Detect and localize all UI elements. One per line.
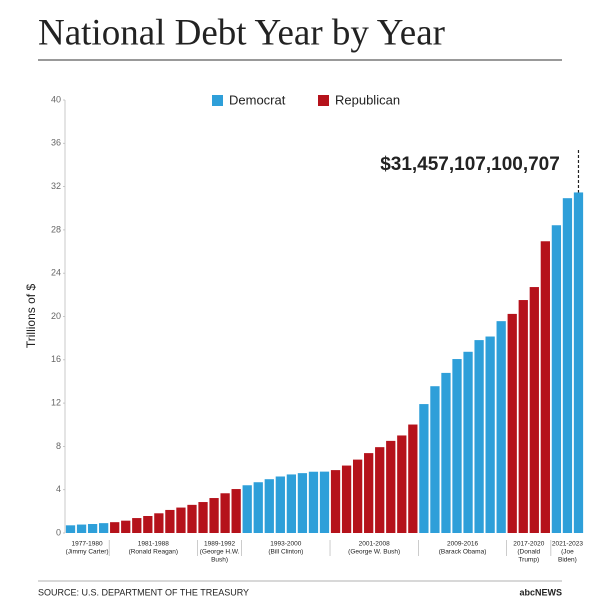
- bar: [518, 300, 528, 533]
- bar: [463, 351, 473, 533]
- group-name: (Donald: [517, 549, 540, 556]
- y-tick-label: 40: [51, 94, 61, 104]
- bar: [441, 372, 451, 533]
- bar: [231, 489, 241, 533]
- group-label: 2009-2016: [447, 541, 478, 548]
- group-label: 2001-2008: [359, 541, 390, 548]
- group-label: 1993-2000: [270, 541, 301, 548]
- bar: [275, 476, 285, 533]
- bar: [375, 447, 385, 533]
- bar: [330, 470, 341, 533]
- bar: [110, 522, 120, 533]
- bar: [308, 471, 319, 533]
- bar: [319, 471, 330, 533]
- bar: [474, 340, 484, 533]
- bar: [87, 524, 98, 533]
- y-tick-label: 12: [51, 397, 61, 407]
- bar: [220, 493, 230, 533]
- bar: [562, 198, 573, 534]
- bar: [397, 435, 407, 533]
- bar: [121, 520, 131, 533]
- group-name: Biden): [558, 557, 577, 564]
- bar: [573, 192, 584, 533]
- logo: abcNEWS: [519, 587, 562, 597]
- bar: [485, 336, 495, 533]
- bar: [364, 453, 374, 533]
- group-label: 2017-2020: [513, 541, 544, 548]
- chart-title: National Debt Year by Year: [38, 12, 445, 53]
- legend-label: Democrat: [229, 92, 286, 107]
- group-label: 1977-1980: [72, 541, 103, 548]
- y-tick-label: 28: [51, 224, 61, 234]
- bar: [540, 241, 550, 534]
- bar: [264, 479, 274, 533]
- bar: [496, 321, 506, 533]
- legend-swatch: [212, 95, 223, 106]
- bar: [297, 473, 308, 533]
- bar: [65, 525, 76, 533]
- bar: [242, 485, 252, 533]
- bar: [529, 287, 539, 533]
- bar: [76, 524, 87, 533]
- bar: [143, 516, 153, 533]
- bar: [386, 440, 396, 533]
- y-tick-label: 24: [51, 268, 61, 278]
- group-name: (Bill Clinton): [268, 549, 303, 556]
- y-tick-label: 0: [56, 527, 61, 537]
- y-axis-label: Trillions of $: [24, 284, 38, 349]
- bar: [286, 474, 297, 533]
- y-tick-label: 36: [51, 138, 61, 148]
- bar: [452, 359, 462, 533]
- group-name: (Ronald Reagan): [129, 549, 179, 556]
- group-label: 2021-2023: [552, 541, 583, 548]
- bar: [154, 513, 164, 533]
- bar: [408, 424, 418, 533]
- group-name: Bush): [211, 557, 228, 564]
- bar: [551, 225, 562, 534]
- group-name: (Jimmy Carter): [66, 549, 109, 556]
- y-tick-label: 16: [51, 354, 61, 364]
- group-label: 1981-1988: [138, 541, 169, 548]
- bar: [507, 313, 517, 533]
- legend-swatch: [318, 95, 329, 106]
- bar: [176, 507, 186, 533]
- source: SOURCE: U.S. DEPARTMENT OF THE TREASURY: [38, 587, 249, 597]
- bar: [165, 509, 175, 533]
- y-tick-label: 4: [56, 484, 61, 494]
- group-name: Trump): [518, 557, 539, 564]
- legend-label: Republican: [335, 92, 400, 107]
- bar: [198, 502, 208, 533]
- y-tick-label: 32: [51, 181, 61, 191]
- group-name: (Barack Obama): [439, 549, 487, 556]
- group-name: (George H.W.: [200, 549, 240, 556]
- annotation: $31,457,107,100,707: [380, 154, 560, 175]
- y-tick-label: 20: [51, 311, 61, 321]
- bar: [352, 459, 363, 533]
- group-name: (George W. Bush): [348, 549, 400, 556]
- y-tick-label: 8: [56, 441, 61, 451]
- bar: [209, 498, 219, 533]
- group-name: (Joe: [561, 549, 574, 556]
- bar: [430, 386, 440, 533]
- bar: [341, 465, 352, 533]
- bar: [132, 518, 142, 533]
- bar: [187, 504, 197, 533]
- bar: [419, 404, 429, 533]
- group-label: 1989-1992: [204, 541, 235, 548]
- bar: [99, 523, 109, 533]
- bar: [253, 482, 263, 533]
